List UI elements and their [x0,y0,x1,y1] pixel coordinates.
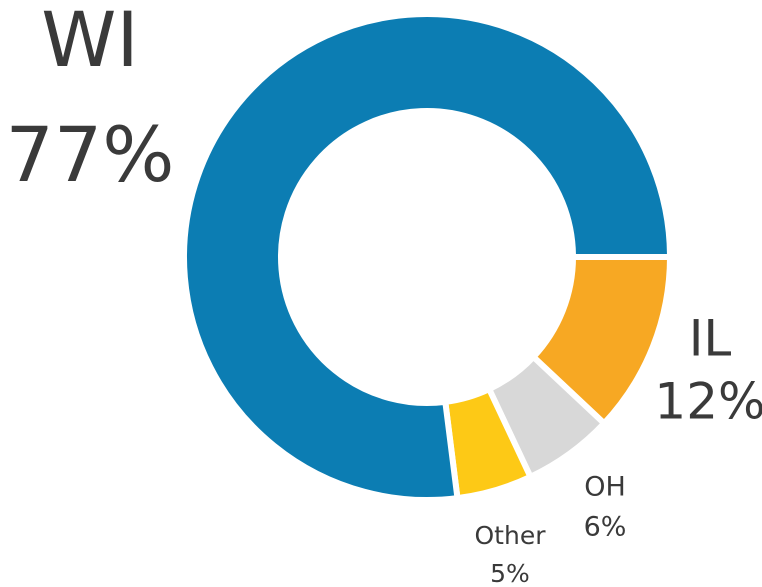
segment-value-label: 6% [584,512,627,543]
segment-value-label: 5% [490,559,530,587]
segment-value-label: 12% [654,373,762,431]
segment-value-label: 77% [6,110,175,199]
donut-segment [181,11,674,503]
segment-name: OH [584,472,626,503]
segment-name: IL [689,310,732,368]
segment-name: WI [41,0,139,84]
segment-name: Other [475,521,547,550]
